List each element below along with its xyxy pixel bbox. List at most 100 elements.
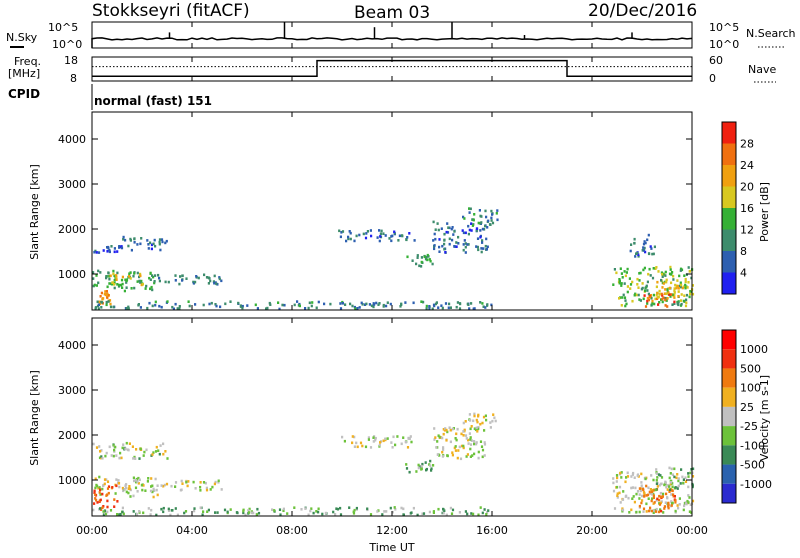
power-cell [356, 307, 359, 310]
velocity-cell [312, 511, 315, 515]
velocity-cell [469, 455, 472, 458]
power-cell [109, 274, 112, 278]
velocity-cell [220, 488, 223, 491]
power-cell [108, 282, 111, 285]
power-cell [440, 227, 443, 230]
velocity-cell [480, 445, 484, 448]
power-cell [361, 303, 364, 306]
power-cell [453, 245, 456, 248]
power-cell [473, 213, 476, 216]
power-cell [386, 301, 389, 304]
power-cell [239, 305, 242, 308]
y-tick-label: 2000 [58, 223, 86, 236]
power-cell [382, 303, 385, 307]
velocity-cell [102, 483, 105, 487]
velocity-cell [315, 510, 318, 513]
power-cell [364, 236, 368, 240]
power-cell [639, 299, 642, 302]
power-cell [636, 283, 639, 286]
velocity-cell [456, 427, 459, 431]
power-cell [349, 302, 352, 306]
velocity-cell [406, 446, 410, 449]
velocity-cell [402, 513, 405, 517]
power-cell [671, 303, 674, 306]
power-cell [690, 276, 693, 280]
velocity-cell [673, 475, 676, 479]
power-cbar-tick-label: 24 [740, 159, 754, 172]
power-cell [620, 284, 623, 287]
power-cell [645, 284, 648, 288]
power-cell [411, 259, 414, 262]
power-cell [680, 285, 683, 289]
power-cell [413, 239, 416, 242]
velocity-cell [372, 440, 375, 443]
velocity-cell [383, 510, 386, 513]
velocity-cell [242, 511, 245, 515]
power-cell [631, 299, 634, 303]
power-cell [97, 307, 100, 310]
power-cell [620, 282, 623, 285]
velocity-cell [477, 456, 480, 460]
velocity-cell [442, 448, 445, 451]
power-cell [229, 300, 232, 303]
power-cell [116, 283, 119, 286]
velocity-cell [351, 441, 354, 445]
velocity-cell [445, 428, 448, 432]
velocity-cell [98, 486, 101, 489]
power-cell [635, 293, 638, 297]
velocity-cell [665, 492, 668, 496]
velocity-cell [435, 446, 438, 449]
velocity-cell [674, 509, 677, 513]
power-cell [108, 250, 111, 254]
velocity-cell [112, 454, 115, 458]
power-cell [205, 276, 209, 279]
power-cell [478, 222, 481, 225]
velocity-cell [627, 496, 630, 500]
velocity-cell [642, 510, 645, 513]
velocity-cell [645, 484, 648, 488]
velocity-cell [479, 506, 482, 509]
velocity-cell [226, 510, 229, 514]
power-cell [113, 286, 116, 290]
power-cell [654, 267, 657, 270]
power-cell [467, 232, 470, 236]
velocity-cell [673, 467, 676, 471]
velocity-cell [174, 507, 177, 510]
velocity-cell [661, 495, 664, 498]
power-cell [685, 298, 688, 302]
velocity-cell [666, 484, 669, 487]
power-cell [420, 300, 423, 303]
velocity-cell [441, 450, 444, 454]
power-cell [433, 232, 436, 236]
power-cell [461, 229, 464, 232]
velocity-cell [472, 419, 475, 423]
velocity-cell [638, 497, 641, 500]
power-cell [136, 280, 139, 283]
x-tick-label: 00:00 [76, 524, 108, 537]
power-cell [194, 303, 197, 306]
power-cell [298, 304, 301, 308]
power-cell [472, 307, 475, 311]
velocity-cell [477, 413, 480, 417]
power-cell [455, 305, 458, 309]
x-tick-label: 08:00 [276, 524, 308, 537]
velocity-cell [421, 462, 424, 466]
power-cell [673, 300, 676, 304]
power-cell [644, 305, 648, 308]
power-cell [391, 234, 394, 238]
velocity-cell [193, 507, 196, 510]
velocity-cell [631, 473, 634, 476]
power-cell [178, 282, 181, 286]
velocity-cell [139, 447, 142, 451]
power-cell [437, 306, 440, 309]
velocity-cell [417, 466, 420, 470]
velocity-cell [665, 485, 668, 489]
velocity-cell [638, 493, 641, 496]
velocity-cell [645, 494, 648, 497]
velocity-cell [385, 510, 388, 513]
velocity-cell [127, 487, 130, 490]
power-cell [669, 295, 672, 298]
velocity-cell [132, 457, 135, 460]
velocity-cell [390, 441, 393, 444]
nave-tick-top: 60 [709, 54, 723, 67]
